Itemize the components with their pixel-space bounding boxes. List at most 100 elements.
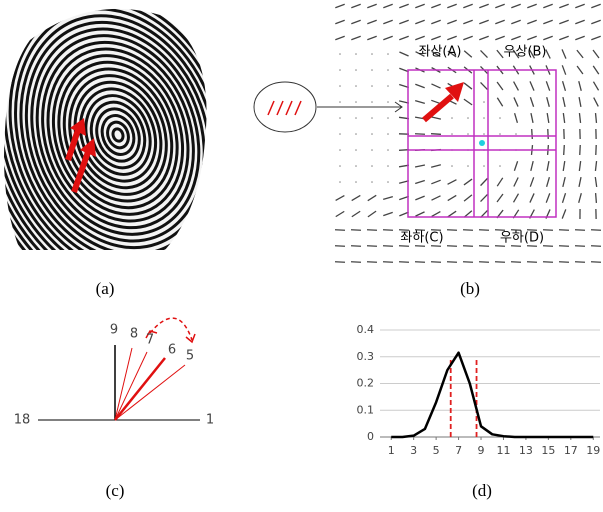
caption: (b)	[460, 279, 480, 298]
field-dash	[336, 211, 345, 216]
field-dot	[355, 117, 357, 119]
field-dot	[483, 117, 485, 119]
field-dash	[415, 20, 424, 23]
orientation-field	[335, 4, 601, 262]
field-dash	[593, 82, 598, 91]
field-dot	[499, 133, 501, 135]
field-dot	[467, 165, 469, 167]
field-dot	[467, 117, 469, 119]
field-dot	[355, 85, 357, 87]
field-dash	[575, 20, 584, 23]
field-dash	[515, 113, 518, 123]
field-dash	[497, 50, 503, 58]
field-dot	[339, 85, 341, 87]
x-tick-label: 15	[541, 444, 555, 457]
field-dot	[483, 165, 485, 167]
x-tick-label: 1	[388, 444, 395, 457]
field-dash	[562, 65, 565, 74]
field-dot	[387, 117, 389, 119]
field-dash	[431, 196, 440, 200]
field-dash	[399, 52, 408, 56]
field-dash	[532, 129, 533, 139]
field-dash	[530, 97, 533, 106]
field-dot	[499, 165, 501, 167]
direction-label: 9	[110, 323, 118, 338]
field-dash	[543, 20, 552, 23]
field-dash	[481, 50, 488, 57]
field-dash	[547, 161, 549, 171]
y-tick-label: 0	[367, 430, 374, 443]
field-dash	[431, 36, 440, 39]
field-dash	[579, 177, 581, 187]
caption: (d)	[472, 481, 492, 500]
field-dash	[464, 99, 472, 105]
field-dash	[575, 36, 584, 39]
field-dash	[575, 4, 584, 7]
field-dash	[559, 20, 568, 23]
x-tick-label: 19	[586, 444, 600, 457]
field-dash	[591, 4, 600, 7]
field-dash	[481, 194, 488, 201]
field-dash	[383, 36, 392, 39]
field-dash	[594, 98, 599, 107]
field-dash	[464, 195, 472, 201]
field-dash	[530, 193, 534, 202]
field-dot	[387, 69, 389, 71]
field-dash	[514, 161, 517, 170]
field-dot	[339, 133, 341, 135]
field-dash	[383, 212, 392, 215]
data-line	[391, 353, 593, 437]
field-dash	[527, 20, 536, 23]
field-dot	[371, 149, 373, 151]
field-dot	[451, 165, 453, 167]
y-tick-label: 0.2	[357, 377, 375, 390]
direction-label: 5	[186, 349, 194, 364]
field-dot	[355, 165, 357, 167]
field-dot	[371, 101, 373, 103]
zoom-ellipse	[254, 82, 316, 132]
field-dash	[579, 81, 581, 91]
field-dash	[562, 49, 566, 58]
field-dash	[481, 82, 488, 89]
x-tick-label: 11	[496, 444, 510, 457]
field-dash	[495, 20, 504, 23]
field-dash	[415, 212, 424, 216]
field-dash	[495, 36, 504, 39]
field-dash	[596, 193, 597, 203]
field-dash	[563, 177, 565, 187]
field-dash	[431, 134, 441, 135]
direction-label: 1	[206, 413, 214, 428]
field-dot	[339, 181, 341, 183]
field-dash	[481, 178, 488, 185]
field-dash	[431, 20, 440, 23]
direction-label: 7	[146, 333, 154, 348]
field-dot	[371, 53, 373, 55]
direction-label: 6	[168, 343, 176, 358]
field-dash	[495, 4, 504, 7]
field-dash	[531, 161, 533, 171]
field-dash	[580, 145, 581, 155]
field-dash	[579, 193, 582, 203]
field-dash	[383, 197, 393, 200]
field-dash	[368, 195, 376, 200]
field-dot	[451, 117, 453, 119]
field-dot	[387, 101, 389, 103]
field-dash	[335, 36, 344, 39]
field-dash	[464, 51, 472, 57]
field-dash	[562, 193, 565, 203]
field-dash	[351, 36, 360, 39]
field-dot	[355, 69, 357, 71]
field-dash	[530, 177, 533, 186]
x-tick-label: 13	[519, 444, 533, 457]
field-dash	[479, 4, 488, 7]
field-dot	[355, 149, 357, 151]
field-dot	[355, 101, 357, 103]
x-tick-label: 3	[410, 444, 417, 457]
field-dash	[579, 97, 581, 107]
field-dash	[415, 101, 425, 104]
field-dash	[399, 20, 408, 23]
field-dot	[371, 85, 373, 87]
field-dash	[546, 193, 550, 202]
field-dash	[527, 36, 536, 39]
field-dash	[546, 81, 549, 90]
